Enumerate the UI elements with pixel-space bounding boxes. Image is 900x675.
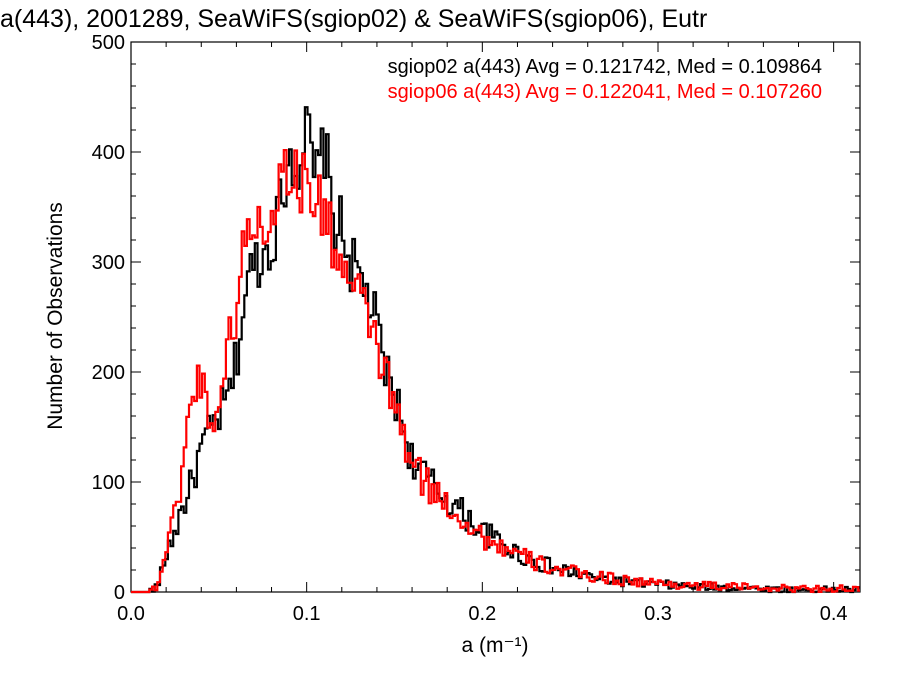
y-tick-label: 400 [92, 142, 125, 164]
series-sgiop06 [131, 149, 860, 594]
x-tick-label: 0.0 [117, 603, 145, 625]
x-axis-label: a (m⁻¹) [461, 634, 528, 657]
x-tick-label: 0.3 [644, 603, 672, 625]
x-axis: 0.0 0.1 0.2 0.3 0.4 [117, 42, 848, 625]
y-tick-label: 200 [92, 362, 125, 384]
y-axis-label: Number of Observations [44, 202, 67, 430]
legend-entry-1: sgiop02 a(443) Avg = 0.121742, Med = 0.1… [388, 56, 822, 78]
y-tick-label: 500 [92, 32, 125, 54]
y-axis: 0 100 200 300 400 500 [92, 32, 860, 604]
series-sgiop02 [131, 106, 860, 594]
chart-title: a(443), 2001289, SeaWiFS(sgiop02) & SeaW… [0, 5, 708, 33]
y-tick-label: 0 [114, 582, 125, 604]
x-tick-label: 0.2 [468, 603, 496, 625]
plot-frame [130, 41, 861, 593]
y-tick-label: 300 [92, 252, 125, 274]
legend: sgiop02 a(443) Avg = 0.121742, Med = 0.1… [388, 56, 822, 103]
x-tick-label: 0.1 [293, 603, 321, 625]
series-group [131, 106, 860, 594]
axes-frame [130, 41, 861, 593]
y-tick-label: 100 [92, 472, 125, 494]
legend-entry-2: sgiop06 a(443) Avg = 0.122041, Med = 0.1… [388, 81, 822, 103]
x-tick-label: 0.4 [820, 603, 848, 625]
